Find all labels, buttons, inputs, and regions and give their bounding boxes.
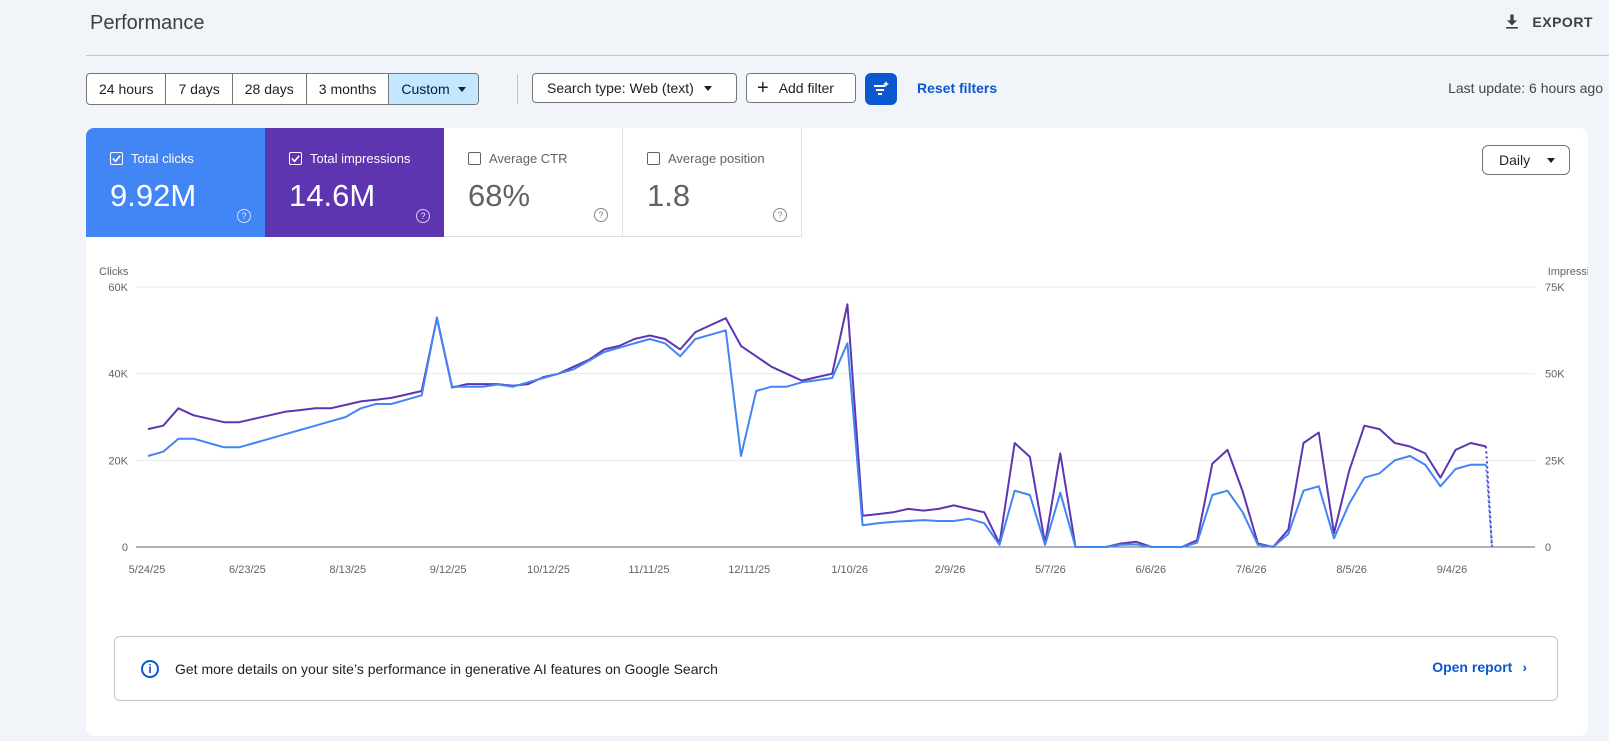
- right-tick-label: 25K: [1545, 455, 1565, 467]
- export-label: EXPORT: [1532, 14, 1593, 30]
- plus-icon: +: [757, 77, 769, 99]
- series-line-total-clicks: [147, 316, 1486, 548]
- search-type-label: Search type: Web (text): [547, 80, 694, 96]
- metric-label: Total clicks: [131, 151, 194, 166]
- metric-label: Total impressions: [310, 151, 411, 166]
- metric-average-ctr[interactable]: Average CTR 68% ?: [444, 128, 623, 237]
- date-range-selector: 24 hours 7 days 28 days 3 months Custom: [86, 73, 479, 105]
- x-tick-label: 8/5/26: [1336, 564, 1367, 576]
- date-range-custom[interactable]: Custom: [389, 74, 478, 104]
- x-tick-label: 6/23/25: [229, 564, 266, 576]
- chevron-down-icon: [703, 85, 712, 91]
- x-tick-label: 7/6/26: [1236, 564, 1267, 576]
- add-filter-button[interactable]: + Add filter: [746, 73, 856, 103]
- checkbox-unchecked-icon[interactable]: [468, 152, 481, 165]
- granularity-dropdown[interactable]: Daily: [1482, 145, 1570, 175]
- x-tick-label: 12/11/25: [728, 564, 770, 576]
- filter-settings-button[interactable]: [865, 73, 897, 105]
- series-line-total-impressions: [147, 303, 1487, 548]
- date-range-7-days[interactable]: 7 days: [166, 74, 233, 104]
- x-tick-label: 9/12/25: [430, 564, 467, 576]
- chevron-down-icon: [1547, 157, 1555, 163]
- x-tick-label: 9/4/26: [1437, 564, 1468, 576]
- checkbox-checked-icon[interactable]: [289, 152, 302, 165]
- help-icon[interactable]: ?: [416, 209, 430, 223]
- checkbox-checked-icon[interactable]: [110, 152, 123, 165]
- reset-filters-link[interactable]: Reset filters: [917, 80, 998, 96]
- date-range-28-days[interactable]: 28 days: [233, 74, 307, 104]
- page-title: Performance: [90, 12, 205, 34]
- granularity-label: Daily: [1499, 152, 1531, 168]
- add-filter-label: Add filter: [778, 80, 834, 96]
- download-icon: [1506, 14, 1519, 29]
- series-partial-day-total-clicks: [1485, 464, 1493, 548]
- metric-value: 9.92M: [110, 178, 197, 213]
- filter-divider: [517, 74, 518, 104]
- help-icon[interactable]: ?: [773, 208, 787, 222]
- help-icon[interactable]: ?: [237, 209, 251, 223]
- search-type-dropdown[interactable]: Search type: Web (text): [532, 73, 737, 103]
- metric-total-impressions[interactable]: Total impressions 14.6M ?: [265, 128, 444, 237]
- left-tick-label: 0: [122, 542, 128, 554]
- help-icon[interactable]: ?: [594, 208, 608, 222]
- metric-label: Average CTR: [489, 151, 568, 166]
- right-axis-title: Impressions: [1548, 266, 1588, 278]
- metric-label: Average position: [668, 151, 765, 166]
- series-partial-day-total-impressions: [1485, 446, 1493, 548]
- metric-total-clicks[interactable]: Total clicks 9.92M ?: [86, 128, 265, 237]
- ai-features-banner: i Get more details on your site’s perfor…: [114, 636, 1558, 701]
- left-tick-label: 20K: [108, 455, 128, 467]
- x-tick-label: 2/9/26: [935, 564, 966, 576]
- performance-chart: ClicksImpressions60K75K40K50K20K25K005/2…: [99, 266, 1588, 576]
- header-divider: [86, 55, 1609, 56]
- x-tick-label: 5/24/25: [129, 564, 166, 576]
- date-range-3-months[interactable]: 3 months: [307, 74, 390, 104]
- left-axis-title: Clicks: [99, 266, 129, 278]
- date-range-label: Custom: [401, 81, 450, 97]
- metric-value: 14.6M: [289, 178, 376, 213]
- right-tick-label: 75K: [1545, 282, 1565, 294]
- x-tick-label: 8/13/25: [329, 564, 366, 576]
- open-report-link[interactable]: Open report ›: [1432, 659, 1527, 675]
- right-tick-label: 0: [1545, 542, 1551, 554]
- x-tick-label: 1/10/26: [831, 564, 868, 576]
- date-range-24-hours[interactable]: 24 hours: [87, 74, 167, 104]
- left-tick-label: 40K: [108, 369, 128, 381]
- date-range-label: 7 days: [178, 81, 220, 97]
- metric-average-position[interactable]: Average position 1.8 ?: [623, 128, 802, 237]
- last-update-text: Last update: 6 hours ago: [1448, 80, 1603, 96]
- x-tick-label: 11/11/25: [628, 564, 669, 576]
- x-tick-label: 6/6/26: [1136, 564, 1167, 576]
- filter-sparkle-icon: [874, 81, 889, 95]
- open-report-label: Open report: [1432, 659, 1513, 675]
- date-range-label: 24 hours: [99, 81, 154, 97]
- date-range-label: 3 months: [318, 81, 377, 97]
- date-range-label: 28 days: [244, 81, 294, 97]
- metric-value: 1.8: [647, 178, 691, 213]
- right-tick-label: 50K: [1545, 369, 1565, 381]
- export-button[interactable]: EXPORT: [1502, 12, 1593, 32]
- checkbox-unchecked-icon[interactable]: [647, 152, 660, 165]
- info-icon: i: [141, 659, 159, 678]
- metric-value: 68%: [468, 178, 531, 213]
- x-tick-label: 10/12/25: [527, 564, 570, 576]
- banner-message: Get more details on your site’s performa…: [175, 660, 718, 677]
- chevron-right-icon: ›: [1522, 659, 1527, 675]
- x-tick-label: 5/7/26: [1035, 564, 1066, 576]
- chevron-down-icon: [457, 86, 466, 92]
- left-tick-label: 60K: [108, 282, 128, 294]
